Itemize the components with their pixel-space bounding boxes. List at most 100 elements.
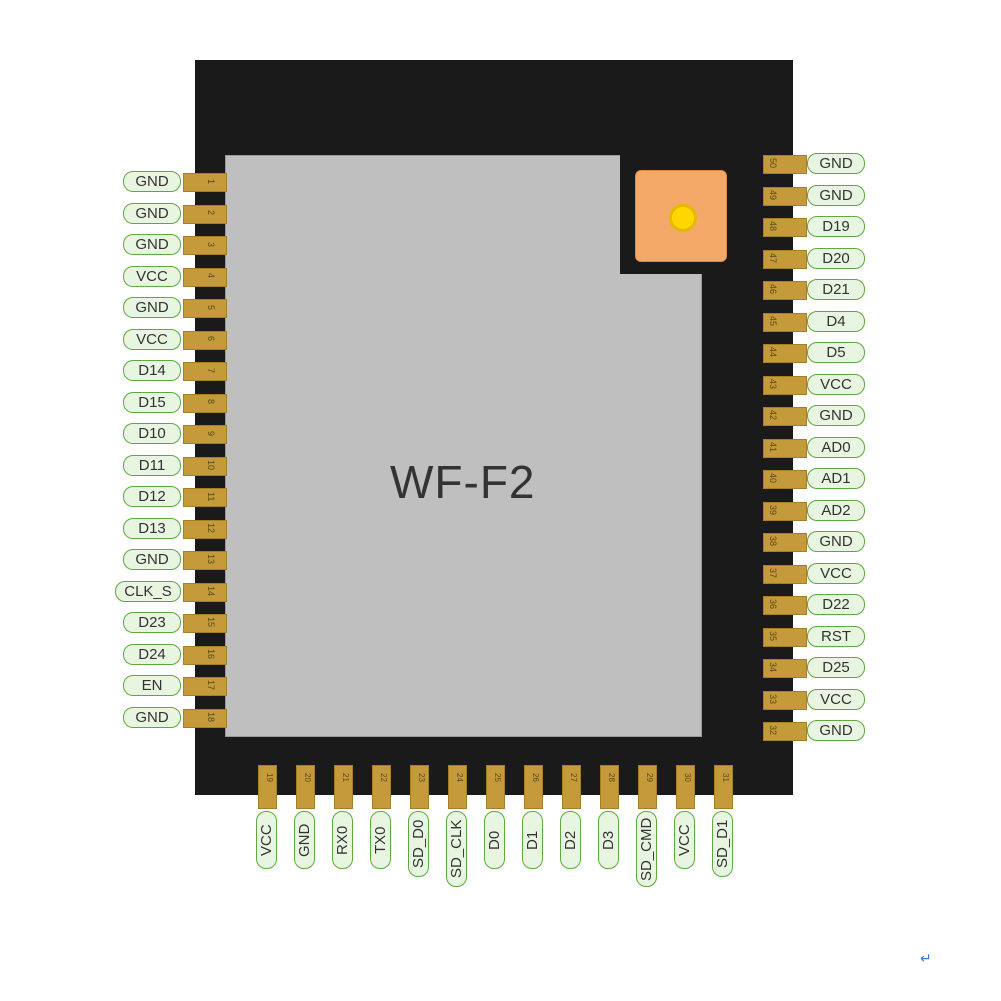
pin-label-sd_d1-31: SD_D1 [712,811,733,877]
pin-label-rst-35: RST [807,626,865,647]
pad-num-5: 5 [203,300,215,315]
pin-label-gnd-50: GND [807,153,865,174]
pad-num-21: 21 [336,768,349,786]
pad-num-47: 47 [765,251,777,266]
pad-num-44: 44 [765,345,777,360]
pin-label-vcc-30: VCC [674,811,695,869]
pin-label-gnd-32: GND [807,720,865,741]
pad-num-3: 3 [203,237,215,252]
pad-num-35: 35 [765,629,777,644]
pin-label-tx0-22: TX0 [370,811,391,869]
pad-num-16: 16 [203,647,215,662]
pad-num-48: 48 [765,219,777,234]
return-marker: ↵ [920,950,932,967]
pin-label-sd_cmd-29: SD_CMD [636,811,657,887]
pad-num-28: 28 [602,768,615,786]
pad-num-10: 10 [203,458,215,473]
pinout-diagram: WF-F21GND2GND3GND4VCC5GND6VCC7D148D159D1… [0,0,1001,1001]
pin-label-gnd-38: GND [807,531,865,552]
pad-num-25: 25 [488,768,501,786]
pin-label-d3-28: D3 [598,811,619,869]
pad-num-41: 41 [765,440,777,455]
pad-num-12: 12 [203,521,215,536]
pad-num-9: 9 [203,426,215,441]
pin-label-d12-11: D12 [123,486,181,507]
pin-label-en-17: EN [123,675,181,696]
pin-label-vcc-6: VCC [123,329,181,350]
pad-num-14: 14 [203,584,215,599]
pad-num-42: 42 [765,408,777,423]
pad-num-49: 49 [765,188,777,203]
pad-num-29: 29 [640,768,653,786]
pin-label-d15-8: D15 [123,392,181,413]
pad-num-19: 19 [260,768,273,786]
pin-label-d0-25: D0 [484,811,505,869]
pin-label-d20-47: D20 [807,248,865,269]
pad-num-20: 20 [298,768,311,786]
pin-label-gnd-5: GND [123,297,181,318]
pad-num-37: 37 [765,566,777,581]
pad-num-50: 50 [765,156,777,171]
pin-label-gnd-2: GND [123,203,181,224]
pad-num-13: 13 [203,552,215,567]
pad-num-34: 34 [765,660,777,675]
pin-label-d10-9: D10 [123,423,181,444]
pad-num-22: 22 [374,768,387,786]
pad-num-24: 24 [450,768,463,786]
pad-num-26: 26 [526,768,539,786]
pin-label-sd_clk-24: SD_CLK [446,811,467,887]
pad-num-1: 1 [203,174,215,189]
pad-num-27: 27 [564,768,577,786]
pin-label-d14-7: D14 [123,360,181,381]
pad-num-15: 15 [203,615,215,630]
pad-num-18: 18 [203,710,215,725]
pin-label-d13-12: D13 [123,518,181,539]
pad-num-2: 2 [203,206,215,221]
pin-label-vcc-33: VCC [807,689,865,710]
pin-label-vcc-37: VCC [807,563,865,584]
pad-num-45: 45 [765,314,777,329]
pin-label-vcc-4: VCC [123,266,181,287]
pad-num-33: 33 [765,692,777,707]
antenna-dot [669,204,697,232]
pad-num-8: 8 [203,395,215,410]
pin-label-vcc-19: VCC [256,811,277,869]
pad-num-6: 6 [203,332,215,347]
pad-num-46: 46 [765,282,777,297]
pin-label-d19-48: D19 [807,216,865,237]
pad-num-38: 38 [765,534,777,549]
pad-num-4: 4 [203,269,215,284]
pin-label-d1-26: D1 [522,811,543,869]
pin-label-gnd-3: GND [123,234,181,255]
pin-label-d23-15: D23 [123,612,181,633]
pad-num-32: 32 [765,723,777,738]
pin-label-d4-45: D4 [807,311,865,332]
pin-label-gnd-13: GND [123,549,181,570]
pad-num-11: 11 [203,489,215,504]
pad-num-23: 23 [412,768,425,786]
pad-num-30: 30 [678,768,691,786]
pin-label-d24-16: D24 [123,644,181,665]
pad-num-39: 39 [765,503,777,518]
pad-num-43: 43 [765,377,777,392]
pad-num-40: 40 [765,471,777,486]
pin-label-gnd-1: GND [123,171,181,192]
pin-label-vcc-43: VCC [807,374,865,395]
pin-label-gnd-20: GND [294,811,315,869]
pin-label-d11-10: D11 [123,455,181,476]
pad-num-31: 31 [716,768,729,786]
pin-label-d25-34: D25 [807,657,865,678]
pin-label-ad2-39: AD2 [807,500,865,521]
pin-label-d21-46: D21 [807,279,865,300]
pad-num-17: 17 [203,678,215,693]
pin-label-gnd-49: GND [807,185,865,206]
pin-label-sd_d0-23: SD_D0 [408,811,429,877]
pad-num-36: 36 [765,597,777,612]
pin-label-d5-44: D5 [807,342,865,363]
pad-num-7: 7 [203,363,215,378]
pin-label-d22-36: D22 [807,594,865,615]
pin-label-gnd-18: GND [123,707,181,728]
pin-label-d2-27: D2 [560,811,581,869]
pin-label-clk_s-14: CLK_S [115,581,181,602]
pin-label-gnd-42: GND [807,405,865,426]
